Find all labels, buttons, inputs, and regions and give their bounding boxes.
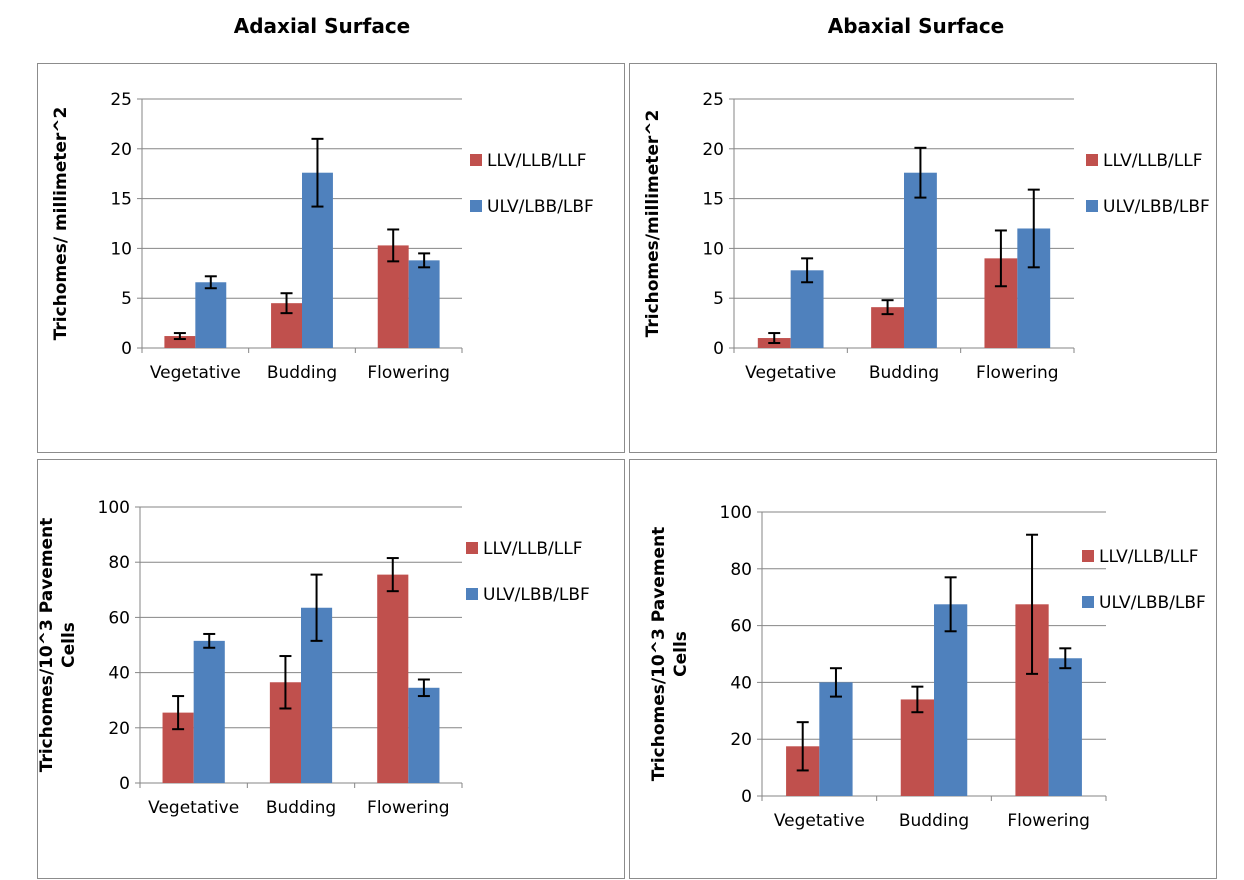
chart-svg: 0 20 40 60 80 100 Vegetative Budding Flowering Tr… — [37, 498, 590, 818]
legend-label: LLV/LLB/LLF — [487, 151, 587, 171]
y-tick-label: 20 — [108, 719, 130, 739]
legend-label: ULV/LBB/LBF — [1103, 197, 1210, 217]
y-tick-label: 15 — [110, 190, 132, 210]
bar — [900, 699, 934, 796]
chart-svg: 0 5 10 15 20 25 Vegetative Budding Flowering Tric… — [643, 90, 1210, 383]
chart-panel-adaxial-area: 0 5 10 15 20 25 Vegetative Budding Flowering Tric… — [37, 63, 625, 453]
y-tick-label: 60 — [730, 617, 752, 637]
heading-abaxial: Abaxial Surface — [827, 14, 1005, 38]
bar — [195, 282, 227, 348]
legend-swatch — [1086, 154, 1098, 166]
chart-panel-abaxial-area: 0 5 10 15 20 25 Vegetative Budding Flowering Tric… — [629, 63, 1217, 453]
y-tick-label: 60 — [108, 608, 130, 628]
y-axis-label: Trichomes/millimeter^2 — [643, 110, 663, 338]
x-tick-label: Vegetative — [745, 363, 836, 383]
y-tick-label: 5 — [121, 289, 132, 309]
y-tick-label: 100 — [720, 503, 752, 523]
y-tick-label: 20 — [702, 140, 724, 160]
bar — [904, 172, 937, 348]
legend-label: LLV/LLB/LLF — [483, 539, 583, 559]
legend-swatch — [1086, 200, 1098, 212]
legend-label: ULV/LBB/LBF — [1099, 593, 1206, 613]
y-axis-label: Cells — [671, 631, 691, 677]
x-tick-label: Vegetative — [150, 363, 241, 383]
legend-swatch — [466, 588, 478, 600]
chart-panel-abaxial-cells: 0 20 40 60 80 100 Vegetative Budding Flowering Tr… — [629, 459, 1217, 879]
y-tick-label: 10 — [110, 239, 132, 259]
y-axis-label: Trichomes/ millimeter^2 — [51, 107, 71, 341]
legend-swatch — [466, 542, 478, 554]
y-tick-label: 0 — [119, 774, 130, 794]
heading-adaxial: Adaxial Surface — [233, 14, 411, 38]
bar — [819, 682, 853, 796]
legend-label: ULV/LBB/LBF — [483, 585, 590, 605]
y-tick-label: 25 — [110, 90, 132, 110]
x-tick-label: Budding — [869, 363, 939, 383]
legend-swatch — [1082, 596, 1094, 608]
x-tick-label: Vegetative — [774, 811, 865, 831]
bar — [377, 245, 409, 348]
y-tick-label: 80 — [108, 553, 130, 573]
y-tick-label: 40 — [730, 673, 752, 693]
x-tick-label: Budding — [899, 811, 969, 831]
y-tick-label: 5 — [713, 289, 724, 309]
y-tick-label: 0 — [121, 339, 132, 359]
y-axis-label: Trichomes/10^3 Pavement — [649, 527, 669, 782]
x-tick-label: Flowering — [367, 798, 450, 818]
chart-panel-adaxial-cells: 0 20 40 60 80 100 Vegetative Budding Flowering Tr… — [37, 459, 625, 879]
y-axis-label: Trichomes/10^3 Pavement — [37, 518, 57, 773]
bar — [408, 260, 440, 348]
chart-svg: 0 5 10 15 20 25 Vegetative Budding Flowering Tric… — [51, 90, 594, 383]
bar — [934, 604, 968, 796]
legend-label: LLV/LLB/LLF — [1103, 151, 1203, 171]
y-tick-label: 25 — [702, 90, 724, 110]
bar — [408, 687, 440, 783]
bar — [193, 640, 225, 783]
y-tick-label: 100 — [98, 498, 130, 518]
y-tick-label: 80 — [730, 560, 752, 580]
legend-swatch — [1082, 550, 1094, 562]
legend-swatch — [470, 200, 482, 212]
y-tick-label: 20 — [110, 140, 132, 160]
y-tick-label: 0 — [741, 787, 752, 807]
legend-label: ULV/LBB/LBF — [487, 197, 594, 217]
chart-svg: 0 20 40 60 80 100 Vegetative Budding Flowering Tr… — [649, 503, 1206, 831]
legend-label: LLV/LLB/LLF — [1099, 547, 1199, 567]
y-tick-label: 10 — [702, 239, 724, 259]
bar — [1048, 658, 1082, 796]
x-tick-label: Budding — [266, 798, 336, 818]
y-axis-label: Cells — [59, 622, 79, 668]
legend-swatch — [470, 154, 482, 166]
y-tick-label: 0 — [713, 339, 724, 359]
y-tick-label: 40 — [108, 664, 130, 684]
x-tick-label: Flowering — [976, 363, 1059, 383]
x-tick-label: Flowering — [1007, 811, 1090, 831]
y-tick-label: 20 — [730, 730, 752, 750]
x-tick-label: Vegetative — [148, 798, 239, 818]
y-tick-label: 15 — [702, 190, 724, 210]
bar — [377, 574, 409, 783]
x-tick-label: Flowering — [367, 363, 450, 383]
bar — [164, 336, 196, 348]
x-tick-label: Budding — [267, 363, 337, 383]
